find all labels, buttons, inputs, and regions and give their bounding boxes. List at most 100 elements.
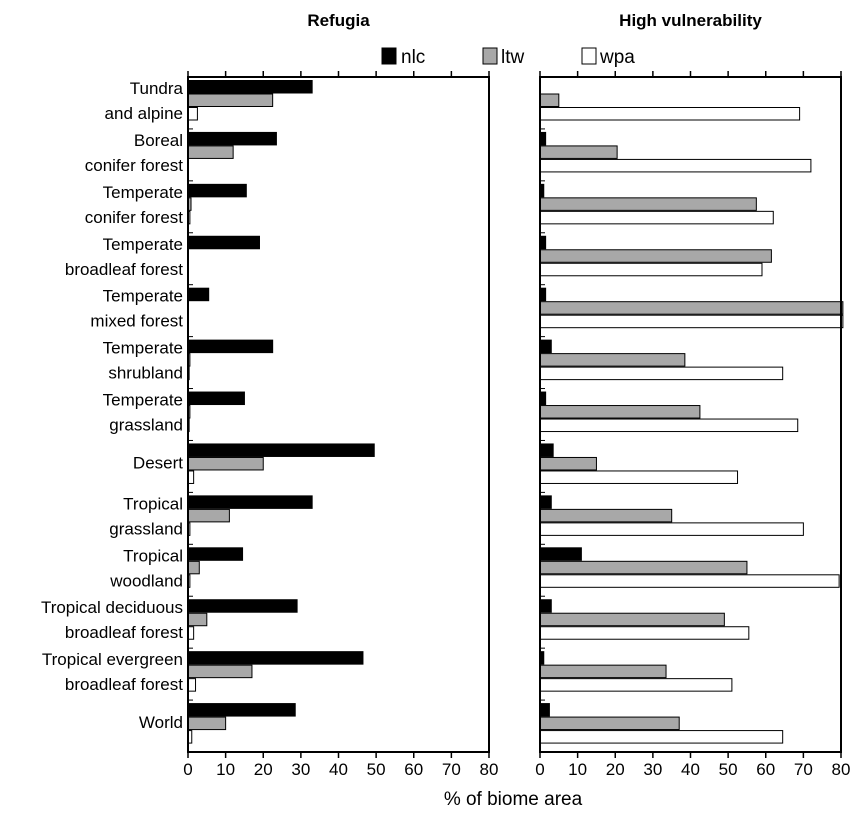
x-tick-label: 40	[329, 760, 348, 779]
category-label: and alpine	[105, 104, 183, 123]
category-label: Temperate	[103, 287, 183, 306]
bar-nlc	[539, 495, 552, 509]
category-label: Boreal	[134, 131, 183, 150]
bar-wpa	[539, 470, 739, 484]
bar-ltw	[539, 353, 686, 367]
bar-nlc	[187, 599, 298, 613]
category-label: World	[139, 713, 183, 732]
bar-nlc	[187, 547, 244, 561]
x-tick-label: 20	[606, 760, 625, 779]
bar-ltw	[539, 93, 560, 107]
x-tick-label: 60	[404, 760, 423, 779]
x-tick-label: 30	[643, 760, 662, 779]
bar-nlc	[187, 131, 277, 146]
bar-wpa	[539, 626, 750, 640]
category-label: Tropical evergreen	[42, 650, 183, 669]
category-label: Tundra	[130, 79, 184, 98]
category-label: Tropical	[123, 546, 183, 565]
bar-nlc	[187, 391, 245, 406]
bar-ltw	[539, 508, 673, 523]
x-tick-label: 80	[480, 760, 499, 779]
x-tick-label: 70	[442, 760, 461, 779]
category-label: Temperate	[103, 183, 183, 202]
bar-nlc	[539, 599, 552, 613]
bar-wpa	[539, 158, 812, 173]
category-label: grassland	[109, 416, 183, 435]
category-label: Desert	[133, 453, 183, 472]
panels-layer: Refugia 0 10 20 30 40 50 60 70 80 High vulnerabili…	[41, 11, 851, 779]
category-label: conifer forest	[85, 208, 184, 227]
legend-swatch-nlc	[381, 47, 397, 65]
bar-wpa	[187, 107, 198, 121]
x-tick-label: 20	[254, 760, 273, 779]
bar-ltw	[539, 664, 667, 679]
legend-label-nlc: nlc	[401, 47, 425, 68]
category-label: broadleaf forest	[65, 675, 183, 694]
bar-wpa	[539, 107, 801, 121]
bar-wpa	[187, 678, 197, 692]
panel-title: High vulnerability	[619, 11, 762, 30]
bar-wpa	[539, 522, 804, 536]
category-label: conifer forest	[85, 156, 184, 175]
bar-ltw	[539, 456, 597, 471]
x-tick-label: 80	[832, 760, 851, 779]
bar-wpa	[539, 418, 799, 433]
bar-nlc	[187, 235, 260, 250]
bar-nlc	[539, 339, 552, 354]
bar-ltw	[539, 716, 680, 731]
bar-nlc	[187, 80, 313, 94]
x-tick-label: 50	[719, 760, 738, 779]
bar-wpa	[539, 574, 840, 588]
bar-ltw	[187, 456, 264, 471]
bar-ltw	[187, 145, 234, 159]
category-label: Temperate	[103, 339, 183, 358]
legend-swatch-ltw	[482, 47, 498, 65]
x-tick-label: 40	[681, 760, 700, 779]
x-tick-label: 70	[794, 760, 813, 779]
bar-nlc	[539, 703, 550, 717]
bar-ltw	[539, 301, 844, 315]
bar-ltw	[539, 560, 748, 575]
category-label: woodland	[109, 571, 183, 590]
legend-swatch-wpa	[581, 47, 597, 65]
bar-ltw	[187, 93, 274, 107]
bar-ltw	[539, 612, 725, 627]
bar-ltw	[539, 145, 618, 159]
plot-frame	[187, 76, 490, 753]
bar-nlc	[187, 339, 274, 354]
panel-2: High vulnerability 0 10 20 30 40 50 60 70 80	[535, 11, 850, 779]
category-label: broadleaf forest	[65, 623, 183, 642]
bar-wpa	[539, 678, 733, 692]
category-labels: Tundra and alpine Boreal conifer forest Temp…	[41, 79, 184, 732]
bar-wpa	[539, 314, 844, 329]
bar-nlc	[187, 651, 364, 665]
x-tick-label: 60	[756, 760, 775, 779]
x-tick-label: 10	[216, 760, 235, 779]
x-tick-label: 50	[367, 760, 386, 779]
bar-nlc	[187, 703, 296, 717]
category-label: mixed forest	[90, 312, 183, 331]
bar-nlc	[187, 183, 247, 198]
bar-ltw	[187, 508, 230, 523]
bar-ltw	[539, 405, 701, 419]
x-tick-label: 10	[568, 760, 587, 779]
bar-ltw	[187, 664, 253, 679]
bar-wpa	[539, 210, 774, 225]
x-axis-title: % of biome area	[444, 789, 583, 810]
bar-nlc	[539, 443, 554, 457]
bar-nlc	[187, 287, 210, 302]
x-tick-label: 0	[183, 760, 192, 779]
category-label: Tropical	[123, 494, 183, 513]
panel-title: Refugia	[307, 11, 370, 30]
bar-ltw	[187, 612, 208, 627]
panel-1: Refugia 0 10 20 30 40 50 60 70 80	[183, 11, 498, 779]
category-label: shrubland	[108, 364, 183, 383]
bar-ltw	[187, 716, 227, 731]
bar-nlc	[539, 547, 582, 561]
x-tick-label: 30	[291, 760, 310, 779]
bar-ltw	[187, 560, 200, 575]
category-label: Temperate	[103, 235, 183, 254]
legend: nlc ltw wpa	[381, 47, 635, 68]
bar-wpa	[539, 366, 784, 381]
